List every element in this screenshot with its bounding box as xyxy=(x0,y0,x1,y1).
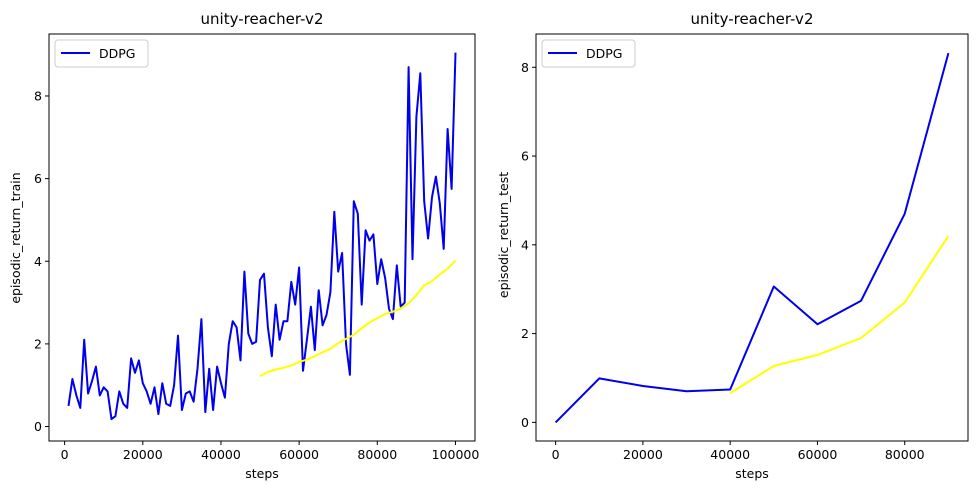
x-tick-label: 80000 xyxy=(885,447,925,462)
x-axis-label: steps xyxy=(245,466,279,481)
x-tick-label: 0 xyxy=(552,447,560,462)
x-axis-label: steps xyxy=(735,466,769,481)
x-ticks: 0 20000 40000 60000 80000 xyxy=(552,441,925,462)
legend-entry: DDPG xyxy=(586,46,622,61)
y-tick-label: 0 xyxy=(34,419,42,434)
x-tick-label: 20000 xyxy=(123,447,163,462)
chart-marks xyxy=(554,52,950,424)
y-tick-label: 0 xyxy=(521,415,529,430)
legend-box xyxy=(54,39,149,68)
series-line-ddpg xyxy=(554,52,950,424)
y-tick-label: 6 xyxy=(521,149,529,164)
series-line-ddpg xyxy=(67,52,457,421)
y-ticks: 0 2 4 6 8 xyxy=(34,88,49,434)
y-tick-label: 6 xyxy=(34,171,42,186)
test-return-chart: 0 20000 40000 60000 80000 0 2 4 6 8 unity-reache… xyxy=(496,10,969,481)
series-line-smoothed xyxy=(729,235,950,394)
y-tick-label: 4 xyxy=(34,254,42,269)
y-tick-label: 2 xyxy=(521,326,529,341)
y-tick-label: 4 xyxy=(521,237,529,252)
y-axis-label: episodic_return_train xyxy=(8,172,23,303)
series-line-smoothed xyxy=(259,259,457,377)
legend: DDPG xyxy=(541,39,636,68)
y-tick-label: 8 xyxy=(34,88,42,103)
y-ticks: 0 2 4 6 8 xyxy=(521,60,536,430)
x-tick-label: 60000 xyxy=(279,447,319,462)
chart-marks xyxy=(67,52,457,421)
y-axis-label: episodic_return_test xyxy=(496,172,511,298)
x-tick-label: 60000 xyxy=(798,447,838,462)
x-tick-label: 20000 xyxy=(623,447,663,462)
x-tick-label: 40000 xyxy=(710,447,750,462)
chart-title: unity-reacher-v2 xyxy=(691,10,814,28)
legend: DDPG xyxy=(54,39,149,68)
train-return-chart: 0 20000 40000 60000 80000 100000 0 2 4 6 8 unity-… xyxy=(8,10,479,481)
y-tick-label: 8 xyxy=(521,60,529,75)
x-tick-label: 40000 xyxy=(201,447,241,462)
x-tick-label: 80000 xyxy=(357,447,397,462)
legend-entry: DDPG xyxy=(99,46,135,61)
x-ticks: 0 20000 40000 60000 80000 100000 xyxy=(61,441,480,462)
plot-frame xyxy=(535,33,969,442)
plot-frame xyxy=(48,33,476,442)
legend-box xyxy=(541,39,636,68)
chart-title: unity-reacher-v2 xyxy=(201,10,324,28)
y-tick-label: 2 xyxy=(34,336,42,351)
x-tick-label: 0 xyxy=(61,447,69,462)
x-tick-label: 100000 xyxy=(432,447,480,462)
